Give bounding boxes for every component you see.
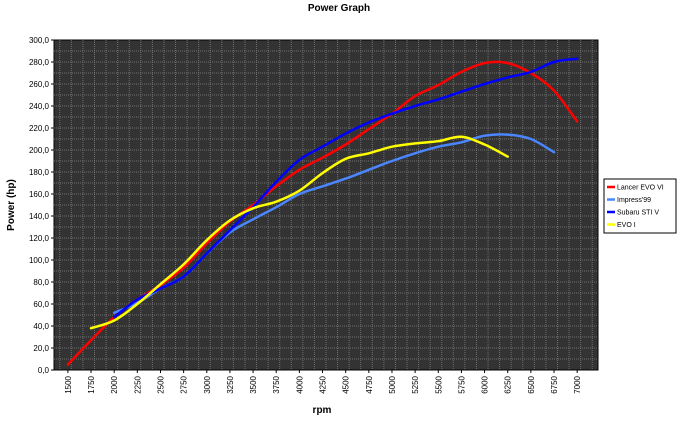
x-tick-label: 7000: [573, 375, 582, 393]
x-tick-label: 4000: [295, 375, 304, 393]
x-tick-label: 5000: [388, 375, 397, 393]
series-line-2: [112, 57, 579, 319]
y-axis-ticks: 0,0 20,0 40,0 60,0 80,0 100,0 120,0 140,0 160,0 1…: [29, 36, 54, 375]
y-tick-label: 260,0: [29, 80, 50, 89]
y-axis-label: Power (hp): [6, 179, 17, 231]
x-tick-label: 3500: [249, 375, 258, 393]
legend: Lancer EVO VI Impress'99 Subaru STI V EVO I: [603, 178, 677, 234]
y-tick-label: 280,0: [29, 58, 50, 67]
x-axis-label: rpm: [313, 405, 332, 416]
y-tick-label: 0,0: [38, 366, 50, 375]
y-tick-label: 200,0: [29, 146, 50, 155]
x-tick-label: 6250: [504, 375, 513, 393]
x-tick-label: 4250: [319, 375, 328, 393]
x-tick-label: 1750: [87, 375, 96, 393]
x-tick-label: 3750: [272, 375, 281, 393]
y-tick-label: 240,0: [29, 102, 50, 111]
x-tick-label: 2750: [180, 375, 189, 393]
y-tick-label: 160,0: [29, 190, 50, 199]
legend-box: [603, 178, 677, 234]
x-tick-label: 4750: [365, 375, 374, 393]
y-tick-label: 80,0: [33, 278, 49, 287]
x-tick-label: 5750: [457, 375, 466, 393]
x-tick-label: 4500: [342, 375, 351, 393]
y-tick-label: 20,0: [33, 344, 49, 353]
x-tick-label: 3000: [203, 375, 212, 393]
legend-label: Impress'99: [617, 197, 651, 204]
x-tick-label: 5500: [434, 375, 443, 393]
y-tick-label: 40,0: [33, 322, 49, 331]
x-tick-label: 6000: [481, 375, 490, 393]
y-tick-label: 100,0: [29, 256, 50, 265]
grid-lines: [54, 40, 598, 370]
y-tick-label: 220,0: [29, 124, 50, 133]
x-tick-label: 5250: [411, 375, 420, 393]
series-lines: [66, 57, 579, 366]
y-tick-label: 60,0: [33, 300, 49, 309]
legend-label: EVO I: [617, 222, 636, 229]
y-tick-label: 180,0: [29, 168, 50, 177]
x-tick-label: 2000: [110, 375, 119, 393]
y-tick-label: 120,0: [29, 234, 50, 243]
legend-label: Lancer EVO VI: [617, 185, 664, 192]
x-axis-ticks: 1500 1750 2000 2250 2500 2750 3000 3250 3500 3750…: [64, 370, 582, 394]
y-tick-label: 140,0: [29, 212, 50, 221]
x-tick-label: 2250: [133, 375, 142, 393]
x-tick-label: 6750: [550, 375, 559, 393]
chart-title: Power Graph: [308, 3, 370, 14]
series-line-3: [89, 135, 509, 330]
x-tick-label: 1500: [64, 375, 73, 393]
x-tick-label: 3250: [226, 375, 235, 393]
y-tick-label: 300,0: [29, 36, 50, 45]
legend-label: Subaru STI V: [617, 210, 659, 217]
x-tick-label: 2500: [156, 375, 165, 393]
x-tick-label: 6500: [527, 375, 536, 393]
